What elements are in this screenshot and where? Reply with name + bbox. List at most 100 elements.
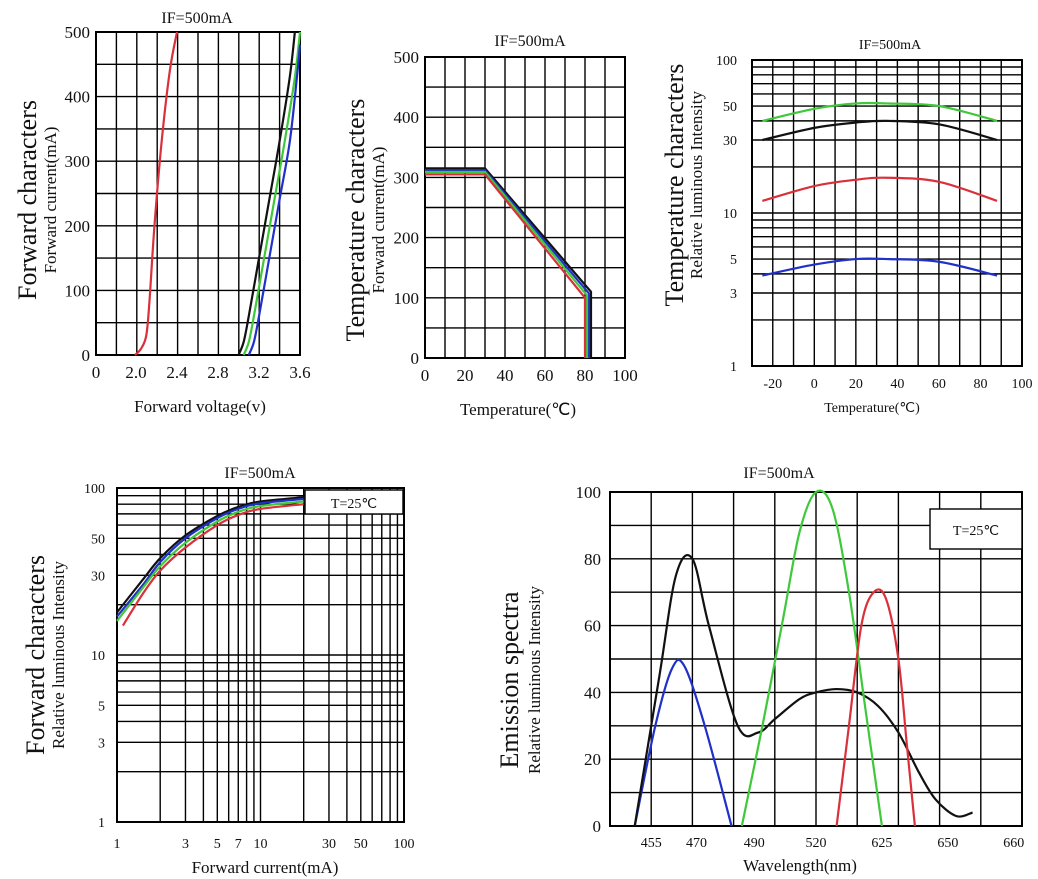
y-tick-label: 3 bbox=[98, 736, 105, 751]
y-tick-label: 80 bbox=[584, 550, 601, 569]
x-tick-label: 100 bbox=[1012, 377, 1033, 392]
x-tick-label: 2.0 bbox=[125, 363, 146, 382]
chart-temperature-current: IF=500mA 0 20 40 60 80 100 0 100 200 300 400 500 Temp… bbox=[341, 33, 638, 419]
ylabel-main: Emission spectra bbox=[495, 591, 524, 768]
chart-title: IF=500mA bbox=[494, 33, 566, 50]
y-tick-label: 10 bbox=[723, 207, 737, 222]
series-black-line bbox=[633, 554, 973, 827]
y-tick-label: 400 bbox=[394, 108, 420, 127]
y-tick-label: 1 bbox=[98, 816, 105, 831]
series-red-line bbox=[134, 31, 179, 356]
ylabel-main: Temperature characters bbox=[660, 64, 689, 307]
x-tick-label: 490 bbox=[744, 836, 765, 851]
chart-title: IF=500mA bbox=[743, 465, 815, 482]
y-tick-label: 40 bbox=[584, 683, 601, 702]
x-axis-label: Temperature(℃) bbox=[460, 400, 576, 419]
ylabel-main: Forward characters bbox=[13, 100, 42, 300]
x-tick-label: 0 bbox=[92, 363, 101, 382]
chart-forward-voltage: IF=500mA 0 2.0 2.4 2.8 3.2 3.6 0 100 200 300 400 500… bbox=[13, 10, 311, 416]
series-black-line bbox=[237, 31, 296, 356]
x-tick-label: 60 bbox=[932, 377, 946, 392]
y-tick-label: 100 bbox=[394, 289, 420, 308]
x-tick-label: 60 bbox=[537, 366, 554, 385]
chart-emission-spectra: T=25℃ IF=500mA 455 470 490 520 625 650 660 0 20 40 6… bbox=[495, 465, 1024, 875]
x-tick-label: 100 bbox=[612, 366, 638, 385]
series-blue-line bbox=[116, 497, 304, 618]
y-tick-label: 0 bbox=[82, 346, 91, 365]
temperature-annotation: T=25℃ bbox=[331, 497, 377, 512]
x-axis-label: Temperature(℃) bbox=[824, 401, 920, 416]
y-tick-label: 20 bbox=[584, 750, 601, 769]
x-tick-label: 625 bbox=[871, 836, 892, 851]
series-blue-line bbox=[425, 169, 591, 358]
chart-title: IF=500mA bbox=[161, 10, 233, 27]
x-tick-label: 30 bbox=[322, 837, 336, 852]
y-tick-label: 300 bbox=[65, 152, 91, 171]
y-tick-label: 5 bbox=[730, 253, 737, 268]
x-tick-label: 2.8 bbox=[207, 363, 228, 382]
y-tick-label: 100 bbox=[84, 482, 105, 497]
series-green-line bbox=[116, 500, 304, 622]
y-tick-label: 10 bbox=[91, 649, 105, 664]
series-black-line bbox=[762, 119, 998, 142]
x-tick-label: 1 bbox=[114, 837, 121, 852]
ylabel: Forward current(mA) bbox=[41, 127, 60, 274]
ylabel-main: Temperature characters bbox=[341, 99, 370, 342]
x-tick-label: 20 bbox=[849, 377, 863, 392]
ylabel: Relative luminous Intensity bbox=[525, 586, 544, 774]
chart-title: IF=500mA bbox=[224, 465, 296, 482]
x-tick-label: 650 bbox=[937, 836, 958, 851]
x-tick-label: 455 bbox=[641, 836, 662, 851]
x-axis-label: Forward voltage(v) bbox=[134, 397, 266, 416]
series-red-line bbox=[835, 588, 916, 827]
y-tick-label: 0 bbox=[593, 817, 602, 836]
y-tick-label: 500 bbox=[65, 23, 91, 42]
x-tick-label: 0 bbox=[811, 377, 818, 392]
x-tick-label: 40 bbox=[890, 377, 904, 392]
x-tick-label: 470 bbox=[686, 836, 707, 851]
ylabel-main: Forward characters bbox=[21, 555, 50, 755]
y-tick-label: 300 bbox=[394, 168, 420, 187]
y-tick-label: 3 bbox=[730, 287, 737, 302]
y-tick-label: 50 bbox=[91, 532, 105, 547]
y-tick-label: 200 bbox=[394, 229, 420, 248]
y-tick-label: 5 bbox=[98, 699, 105, 714]
x-tick-label: 660 bbox=[1003, 836, 1024, 851]
series-black-line bbox=[116, 496, 304, 614]
x-tick-label: 10 bbox=[254, 837, 268, 852]
y-tick-label: 0 bbox=[411, 349, 420, 368]
y-tick-label: 30 bbox=[91, 569, 105, 584]
x-tick-label: 2.4 bbox=[166, 363, 188, 382]
x-tick-label: 3 bbox=[182, 837, 189, 852]
y-tick-label: 1 bbox=[730, 360, 737, 375]
series-red-line bbox=[122, 503, 304, 627]
x-axis-label: Forward current(mA) bbox=[192, 858, 339, 877]
x-tick-label: 0 bbox=[421, 366, 430, 385]
series-red-line bbox=[425, 173, 587, 358]
series-red-line bbox=[762, 176, 998, 202]
y-tick-label: 100 bbox=[716, 54, 737, 69]
series-green-line bbox=[425, 170, 589, 358]
x-tick-label: 80 bbox=[577, 366, 594, 385]
x-axis-label: Wavelength(nm) bbox=[743, 856, 857, 875]
x-tick-label: 80 bbox=[973, 377, 987, 392]
series-blue-line bbox=[247, 44, 302, 356]
x-tick-label: 3.2 bbox=[248, 363, 269, 382]
temperature-annotation: T=25℃ bbox=[953, 524, 999, 539]
temperature-annotation-box bbox=[929, 508, 1023, 550]
y-tick-label: 500 bbox=[394, 48, 420, 67]
ylabel: Forward current(mA) bbox=[369, 147, 388, 294]
x-tick-label: 50 bbox=[354, 837, 368, 852]
series-blue-line bbox=[633, 658, 733, 827]
chart-title: IF=500mA bbox=[859, 38, 922, 53]
y-tick-label: 200 bbox=[65, 217, 91, 236]
x-tick-label: 40 bbox=[497, 366, 514, 385]
x-tick-label: 3.6 bbox=[289, 363, 310, 382]
x-tick-label: 100 bbox=[394, 837, 415, 852]
x-tick-label: 5 bbox=[214, 837, 221, 852]
series-green-line bbox=[762, 101, 998, 122]
x-tick-label: 20 bbox=[457, 366, 474, 385]
y-tick-label: 100 bbox=[576, 483, 602, 502]
y-tick-label: 400 bbox=[65, 88, 91, 107]
